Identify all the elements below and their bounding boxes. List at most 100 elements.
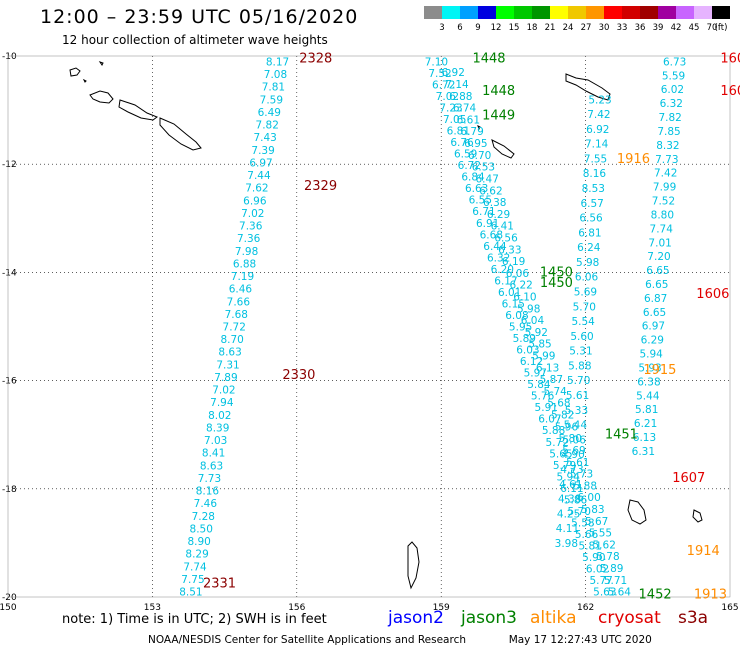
wave-height-value: 6.21 xyxy=(634,418,657,430)
wave-height-value: 5.98 xyxy=(576,257,599,269)
footer-credit: NOAA/NESDIS Center for Satellite Applica… xyxy=(148,634,652,646)
latitude-tick-label: -12 xyxy=(2,160,17,170)
longitude-tick-label: 150 xyxy=(0,603,17,610)
wave-height-value: 5.65 xyxy=(549,448,572,460)
wave-height-value: 5.61 xyxy=(566,390,589,402)
wave-height-value: 6.62 xyxy=(479,185,502,197)
latitude-tick-label: -14 xyxy=(2,268,17,278)
wave-height-value: 5.73 xyxy=(570,469,593,481)
wave-height-value: 7.52 xyxy=(652,196,675,208)
legend-label: 45 xyxy=(689,23,700,33)
wave-height-value: 6.88 xyxy=(449,91,472,103)
wave-height-value: 6.03 xyxy=(516,345,539,357)
wave-height-value: 6.72 xyxy=(432,79,455,91)
pass-time-label: 2328 xyxy=(299,52,332,67)
pass-time-label: 1607 xyxy=(672,471,705,486)
wave-height-value: 5.70 xyxy=(567,375,590,387)
wave-height-value: 6.81 xyxy=(447,126,470,138)
wave-height-value: 5.63 xyxy=(593,587,616,599)
wave-height-value: 7.14 xyxy=(445,79,469,91)
coastline xyxy=(692,509,703,523)
legend-label: 9 xyxy=(475,23,480,33)
wave-height-value: 6.59 xyxy=(454,149,477,161)
wave-height-value: 6.29 xyxy=(487,209,510,221)
legend-swatch xyxy=(514,6,532,19)
legend-label: 36 xyxy=(635,23,646,33)
legend-swatch xyxy=(442,6,460,19)
wave-height-value: 7.02 xyxy=(241,208,264,220)
wave-height-value: 7.31 xyxy=(216,359,239,371)
wave-height-value: 8.39 xyxy=(206,422,229,434)
satellite-cryosat-label: cryosat xyxy=(598,608,661,628)
wave-height-value: 5.88 xyxy=(574,480,597,492)
wave-height-value: 6.46 xyxy=(229,284,253,296)
wave-height-value: 8.29 xyxy=(185,549,208,561)
wave-height-value: 8.17 xyxy=(266,56,289,68)
map-frame xyxy=(7,55,731,598)
wave-height-value: 6.92 xyxy=(586,124,609,136)
wave-height-value: 7.52 xyxy=(428,68,451,80)
wave-height-value: 5.70 xyxy=(573,301,596,313)
wave-height-value: 8.41 xyxy=(202,448,225,460)
wave-height-value: 5.88 xyxy=(542,425,565,437)
coastline xyxy=(407,541,420,590)
wave-height-value: 7.42 xyxy=(654,168,677,180)
wave-height-value: 6.02 xyxy=(586,564,609,576)
pass-time-label: 1913 xyxy=(694,587,727,602)
wave-height-value: 6.29 xyxy=(641,335,664,347)
wave-height-value: 7.82 xyxy=(658,112,681,124)
wave-height-value: 4.25 xyxy=(557,508,580,520)
wave-height-value: 7.43 xyxy=(253,132,276,144)
wave-height-value: 6.00 xyxy=(577,492,600,504)
wave-height-value: 6.56 xyxy=(579,213,603,225)
wave-height-value: 6.31 xyxy=(632,446,655,458)
wave-height-value: 7.55 xyxy=(584,153,607,165)
coastline xyxy=(627,499,647,525)
wave-height-value: 6.38 xyxy=(637,376,660,388)
wave-height-value: 5.86 xyxy=(564,494,588,506)
wave-height-value: 6.65 xyxy=(643,307,666,319)
legend-swatch xyxy=(712,6,730,19)
legend-swatch xyxy=(604,6,622,19)
wave-height-value: 8.02 xyxy=(208,410,231,422)
legend-swatch xyxy=(676,6,694,19)
wave-height-value: 6.65 xyxy=(646,265,669,277)
wave-height-value: 5.72 xyxy=(546,437,569,449)
wave-height-value: 5.83 xyxy=(581,504,604,516)
satellite-jason2-label: jason2 xyxy=(388,608,444,628)
wave-height-value: 5.89 xyxy=(513,333,536,345)
wave-height-value: 7.81 xyxy=(262,82,285,94)
wave-height-value: 5.90 xyxy=(582,552,605,564)
legend-swatch xyxy=(640,6,658,19)
wave-height-value: 7.44 xyxy=(247,170,271,182)
longitude-tick-label: 153 xyxy=(144,603,161,610)
map-subtitle: 12 hour collection of altimeter wave hei… xyxy=(62,33,328,47)
wave-height-value: 8.50 xyxy=(190,523,213,535)
wave-height-value: 6.10 xyxy=(513,291,536,303)
latitude-tick-label: -20 xyxy=(2,593,17,603)
wave-height-value: 5.69 xyxy=(562,445,585,457)
wave-height-value: 5.44 xyxy=(636,390,660,402)
wave-height-value: 5.85 xyxy=(528,339,551,351)
legend-swatch xyxy=(658,6,676,19)
wave-height-value: 5.96 xyxy=(555,421,579,433)
wave-height-value: 7.42 xyxy=(587,109,610,121)
wave-height-value: 8.32 xyxy=(656,140,679,152)
wave-height-value: 6.95 xyxy=(464,138,487,150)
wave-height-value: 5.76 xyxy=(531,391,555,403)
pass-time-label: 1448 xyxy=(482,84,515,99)
pass-time-label: 1605 xyxy=(720,84,740,99)
wave-height-value: 5.44 xyxy=(564,420,588,432)
wave-height-value: 6.55 xyxy=(469,195,492,207)
wave-height-value: 7.98 xyxy=(235,246,258,258)
wave-height-value: 4.61 xyxy=(559,479,582,491)
wave-height-value: 5.99 xyxy=(532,351,555,363)
units-note: note: 1) Time is in UTC; 2) SWH is in fe… xyxy=(62,612,327,627)
wave-height-value: 6.63 xyxy=(465,183,488,195)
wave-height-value: 5.70 xyxy=(568,506,591,518)
wave-height-value: 5.60 xyxy=(570,331,593,343)
wave-height-value: 6.15 xyxy=(502,298,525,310)
coastline xyxy=(118,99,159,121)
wave-height-value: 6.33 xyxy=(498,244,521,256)
wave-height-value: 6.06 xyxy=(506,268,530,280)
